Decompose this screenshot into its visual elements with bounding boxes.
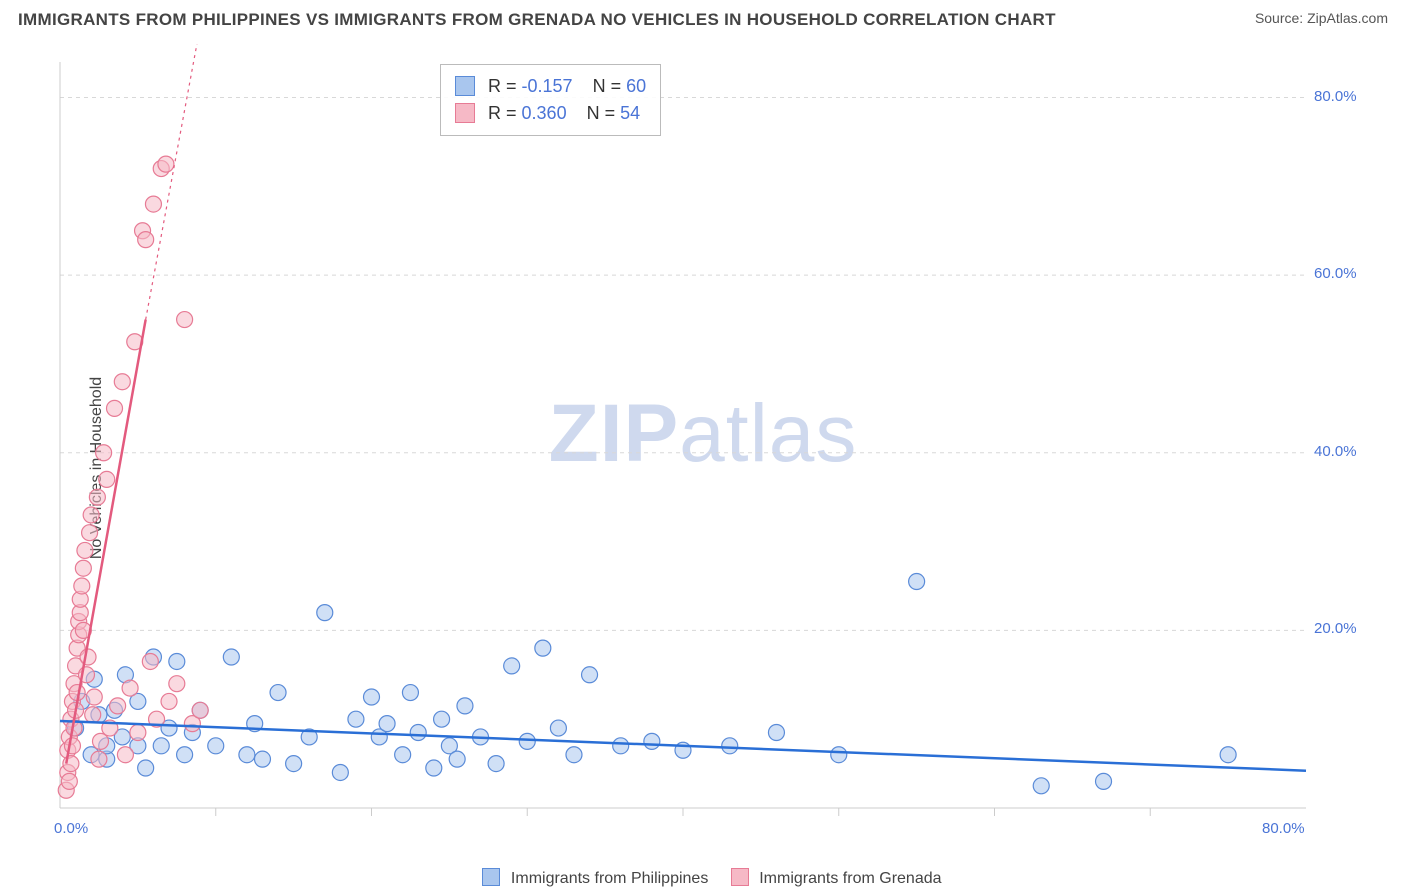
x-tick-label: 80.0% bbox=[1262, 820, 1305, 837]
scatter-plot-svg bbox=[48, 44, 1388, 844]
legend-label-2: Immigrants from Grenada bbox=[759, 870, 941, 887]
x-tick-label: 0.0% bbox=[54, 820, 88, 837]
chart-title: IMMIGRANTS FROM PHILIPPINES VS IMMIGRANT… bbox=[18, 10, 1056, 30]
source-attribution: Source: ZipAtlas.com bbox=[1255, 10, 1388, 26]
swatch-icon bbox=[455, 76, 475, 96]
correlation-legend: R = -0.157 N = 60 R = 0.360 N = 54 bbox=[440, 64, 661, 136]
swatch-icon bbox=[731, 868, 749, 886]
correlation-row-2: R = 0.360 N = 54 bbox=[455, 100, 646, 127]
correlation-row-1: R = -0.157 N = 60 bbox=[455, 73, 646, 100]
legend-label-1: Immigrants from Philippines bbox=[511, 870, 708, 887]
y-tick-label: 80.0% bbox=[1314, 88, 1357, 105]
y-tick-label: 20.0% bbox=[1314, 620, 1357, 637]
series-legend: Immigrants from Philippines Immigrants f… bbox=[0, 868, 1406, 888]
swatch-icon bbox=[455, 103, 475, 123]
y-tick-label: 40.0% bbox=[1314, 443, 1357, 460]
y-tick-label: 60.0% bbox=[1314, 265, 1357, 282]
chart-area: No Vehicles in Household ZIPatlas R = -0… bbox=[0, 44, 1406, 892]
swatch-icon bbox=[482, 868, 500, 886]
